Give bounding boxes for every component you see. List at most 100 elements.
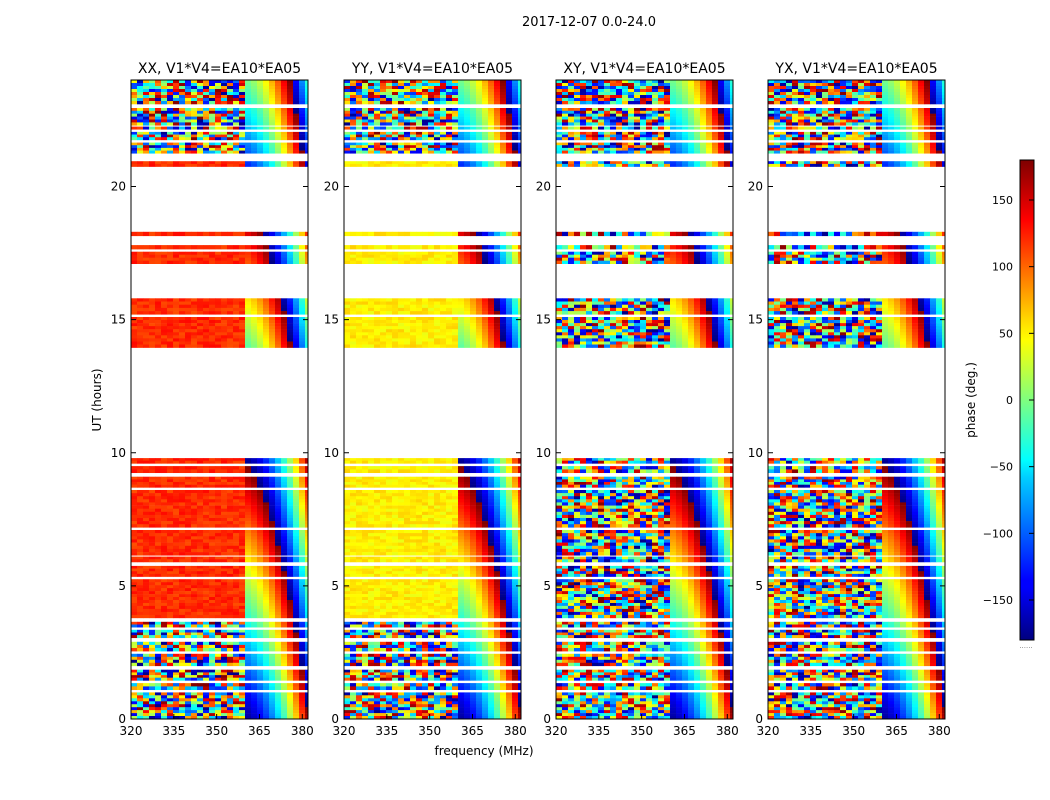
heatmap-cell	[233, 86, 240, 90]
heatmap-cell	[191, 482, 198, 485]
heatmap-cell	[281, 629, 288, 633]
heatmap-cell	[488, 713, 495, 717]
heatmap-cell	[458, 707, 465, 711]
heatmap-cell	[131, 608, 138, 613]
heatmap-cell	[275, 131, 282, 135]
heatmap-cell	[137, 533, 144, 537]
heatmap-cell	[161, 496, 168, 500]
heatmap-cell	[398, 605, 405, 610]
heatmap-cell	[287, 530, 294, 534]
heatmap-cell	[251, 122, 258, 126]
heatmap-cell	[362, 641, 369, 646]
heatmap-cell	[203, 672, 210, 676]
heatmap-cell	[197, 101, 204, 105]
heatmap-cell	[191, 713, 198, 717]
heatmap-cell	[173, 514, 180, 519]
heatmap-cell	[167, 476, 174, 480]
heatmap-cell	[245, 624, 252, 628]
heatmap-cell	[440, 635, 447, 639]
heatmap-cell	[149, 304, 156, 309]
heatmap-cell	[422, 614, 429, 619]
heatmap-cell	[257, 254, 264, 258]
heatmap-cell	[167, 600, 174, 604]
heatmap-cell	[203, 568, 210, 572]
heatmap-cell	[476, 662, 483, 667]
heatmap-cell	[179, 326, 186, 330]
heatmap-cell	[416, 559, 423, 563]
heatmap-cell	[305, 122, 308, 126]
heatmap-cell	[287, 603, 294, 607]
heatmap-cell	[362, 597, 369, 601]
heatmap-cell	[494, 695, 501, 699]
heatmap-cell	[305, 710, 308, 714]
heatmap-cell	[506, 656, 513, 661]
heatmap-cell	[245, 320, 252, 324]
heatmap-cell	[173, 113, 180, 117]
heatmap-cell	[143, 542, 150, 547]
heatmap-cell	[173, 573, 180, 577]
heatmap-cell	[458, 695, 465, 699]
heatmap-cell	[275, 251, 282, 255]
heatmap-cell	[440, 675, 447, 679]
heatmap-cell	[275, 597, 282, 601]
heatmap-cell	[269, 641, 276, 646]
heatmap-cell	[263, 301, 270, 305]
heatmap-cell	[197, 692, 204, 696]
heatmap-cell	[404, 565, 411, 569]
heatmap-cell	[344, 611, 351, 616]
heatmap-cell	[173, 479, 180, 483]
heatmap-cell	[269, 539, 276, 543]
heatmap-cell	[305, 317, 308, 321]
heatmap-cell	[239, 499, 246, 503]
heatmap-cell	[293, 307, 300, 312]
heatmap-cell	[446, 556, 453, 560]
heatmap-cell	[446, 716, 453, 719]
heatmap-cell	[191, 524, 198, 528]
heatmap-cell	[506, 629, 513, 633]
heatmap-cell	[281, 656, 288, 661]
heatmap-cell	[500, 648, 507, 652]
heatmap-cell	[398, 672, 405, 676]
heatmap-cell	[392, 629, 399, 633]
heatmap-cell	[245, 95, 252, 99]
heatmap-cell	[356, 635, 363, 639]
heatmap-cell	[161, 83, 168, 87]
heatmap-cell	[227, 301, 234, 305]
heatmap-cell	[215, 621, 222, 625]
heatmap-cell	[209, 113, 216, 117]
heatmap-cell	[203, 86, 210, 90]
heatmap-cell	[131, 701, 138, 705]
heatmap-cell	[203, 641, 210, 646]
heatmap-cell	[344, 588, 351, 592]
heatmap-cell	[185, 231, 192, 237]
heatmap-cell	[233, 329, 240, 333]
heatmap-cell	[482, 624, 489, 628]
heatmap-cell	[203, 624, 210, 628]
heatmap-cell	[269, 95, 276, 99]
heatmap-cell	[299, 552, 306, 556]
heatmap-cell	[161, 142, 168, 146]
heatmap-cell	[161, 110, 168, 114]
heatmap-cell	[137, 98, 144, 102]
heatmap-cell	[155, 499, 162, 503]
heatmap-cell	[434, 565, 441, 569]
heatmap-cell	[191, 110, 198, 114]
heatmap-cell	[386, 573, 393, 577]
heatmap-cell	[494, 591, 501, 595]
heatmap-cell	[155, 585, 162, 589]
heatmap-cell	[299, 122, 306, 126]
heatmap-cell	[131, 113, 138, 117]
heatmap-cell	[470, 716, 477, 719]
heatmap-cell	[239, 476, 246, 480]
heatmap-cell	[215, 260, 222, 264]
heatmap-cell	[287, 484, 294, 488]
heatmap-cell	[179, 707, 186, 711]
heatmap-cell	[251, 304, 258, 309]
heatmap-cell	[221, 482, 228, 485]
heatmap-cell	[221, 484, 228, 488]
heatmap-cell	[416, 629, 423, 633]
heatmap-cell	[149, 460, 156, 464]
heatmap-cell	[155, 320, 162, 324]
heatmap-cell	[275, 559, 282, 563]
heatmap-cell	[344, 530, 351, 534]
